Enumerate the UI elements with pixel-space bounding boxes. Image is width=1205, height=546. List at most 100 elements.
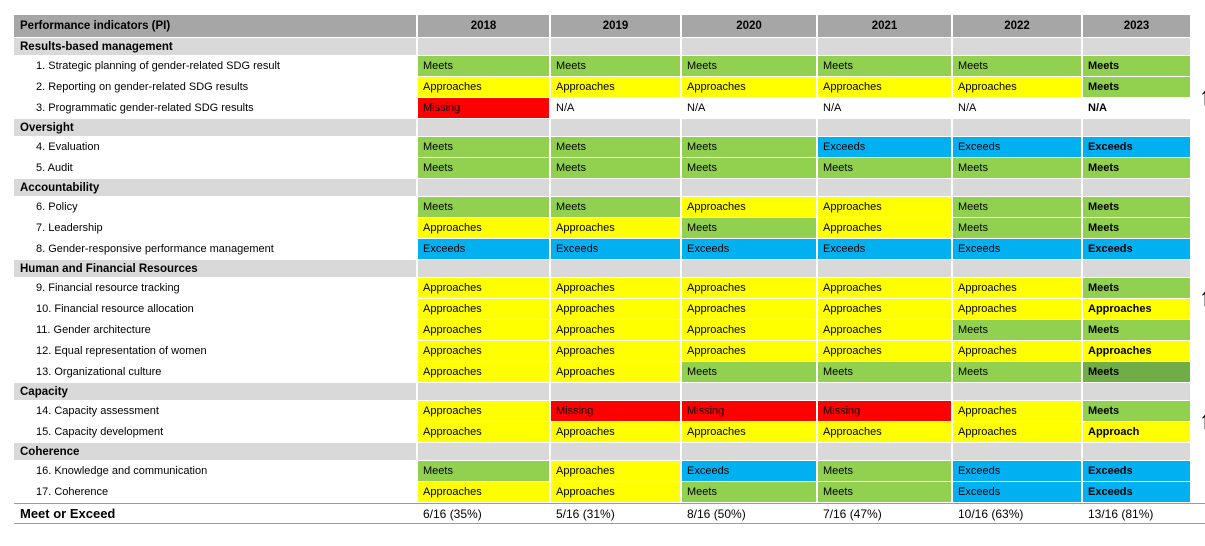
status-cell-approaches: Approaches bbox=[418, 401, 549, 421]
status-cell-exceeds: Exceeds bbox=[418, 239, 549, 259]
section-filler-cell bbox=[953, 179, 1081, 196]
column-header-year-2020: 2020 bbox=[682, 15, 816, 37]
status-cell-approaches: Approaches bbox=[682, 320, 816, 340]
row-gutter bbox=[1192, 218, 1205, 238]
indicator-row: 13. Organizational culture Approaches Appr… bbox=[14, 362, 1205, 382]
indicator-label: 11. Gender architecture bbox=[14, 320, 416, 340]
status-cell-exceeds: Exceeds bbox=[551, 239, 680, 259]
section-filler-cell bbox=[682, 179, 816, 196]
status-cell-approaches: Approaches bbox=[551, 320, 680, 340]
section-row: Coherence bbox=[14, 443, 1205, 460]
status-cell-approaches: Approaches bbox=[682, 77, 816, 97]
table-header-row: Performance indicators (PI) 2018 2019 2020… bbox=[14, 15, 1205, 37]
indicator-row: 10. Financial resource allocation Approac… bbox=[14, 299, 1205, 319]
status-cell-meets: Meets bbox=[953, 218, 1081, 238]
status-cell-meets: Meets bbox=[953, 56, 1081, 76]
section-row: Human and Financial Resources bbox=[14, 260, 1205, 277]
status-cell-meets: Meets bbox=[418, 158, 549, 178]
status-cell-exceeds: Exceeds bbox=[1083, 482, 1190, 502]
indicator-label: 2. Reporting on gender-related SDG resul… bbox=[14, 77, 416, 97]
status-cell-approaches: Approaches bbox=[418, 320, 549, 340]
section-gutter bbox=[1192, 119, 1205, 136]
indicator-row: 15. Capacity development Approaches Approa… bbox=[14, 422, 1205, 442]
status-cell-meets: Meets bbox=[551, 137, 680, 157]
status-cell-meets: Meets bbox=[818, 362, 951, 382]
status-cell-meets: Meets bbox=[418, 56, 549, 76]
section-title: Human and Financial Resources bbox=[14, 260, 416, 277]
summary-value: 8/16 (50%) bbox=[687, 506, 746, 521]
section-filler-cell bbox=[953, 383, 1081, 400]
section-filler-cell bbox=[551, 38, 680, 55]
row-gutter bbox=[1192, 461, 1205, 481]
section-filler-cell bbox=[551, 443, 680, 460]
indicator-row: 7. Leadership Approaches Approaches Meets Ap… bbox=[14, 218, 1205, 238]
indicator-label: 5. Audit bbox=[14, 158, 416, 178]
indicator-row: 11. Gender architecture Approaches Approac… bbox=[14, 320, 1205, 340]
column-header-year-2023: 2023 bbox=[1083, 15, 1190, 37]
row-gutter bbox=[1192, 239, 1205, 259]
status-cell-approaches: Approaches bbox=[818, 299, 951, 319]
indicator-label: 14. Capacity assessment bbox=[14, 401, 416, 421]
section-gutter bbox=[1192, 38, 1205, 55]
section-filler-cell bbox=[418, 260, 549, 277]
section-row: Accountability bbox=[14, 179, 1205, 196]
section-filler-cell bbox=[818, 383, 951, 400]
indicator-label: 1. Strategic planning of gender-related … bbox=[14, 56, 416, 76]
status-cell-exceeds: Exceeds bbox=[818, 137, 951, 157]
status-cell-approaches: Approaches bbox=[551, 278, 680, 298]
status-cell-meets: Meets bbox=[551, 197, 680, 217]
status-cell-approaches: Approaches bbox=[818, 218, 951, 238]
status-cell-approaches: Approaches bbox=[953, 77, 1081, 97]
status-cell-meets: Meets bbox=[953, 362, 1081, 382]
status-cell-meets: Meets bbox=[418, 137, 549, 157]
status-cell-meets: Meets bbox=[1083, 320, 1190, 340]
status-cell-approaches: Approaches bbox=[418, 362, 549, 382]
status-cell-approaches: Approaches bbox=[551, 341, 680, 361]
status-cell-approaches: Approaches bbox=[418, 482, 549, 502]
column-header-performance-indicators: Performance indicators (PI) bbox=[14, 15, 416, 37]
section-title: Coherence bbox=[14, 443, 416, 460]
status-cell-meets: Meets bbox=[953, 320, 1081, 340]
indicator-row: 3. Programmatic gender-related SDG resul… bbox=[14, 98, 1205, 118]
status-cell-meets: Meets bbox=[682, 362, 816, 382]
status-cell-meets: Meets bbox=[818, 461, 951, 481]
section-filler-cell bbox=[818, 260, 951, 277]
row-gutter bbox=[1192, 341, 1205, 361]
status-cell-meets: Meets bbox=[1083, 218, 1190, 238]
status-cell-approaches: Approaches bbox=[551, 362, 680, 382]
section-gutter bbox=[1192, 443, 1205, 460]
row-gutter: ↑ bbox=[1192, 77, 1205, 109]
status-cell-approaches: Approaches bbox=[1083, 299, 1190, 319]
indicator-label: 16. Knowledge and communication bbox=[14, 461, 416, 481]
status-cell-meets: Meets bbox=[682, 158, 816, 178]
summary-value: 6/16 (35%) bbox=[423, 506, 482, 521]
indicator-row: 14. Capacity assessment Approaches Missing… bbox=[14, 401, 1205, 433]
summary-value: 13/16 (81%) bbox=[1088, 506, 1154, 521]
indicator-row: 9. Financial resource tracking Approaches… bbox=[14, 278, 1205, 310]
status-cell-approaches: Approaches bbox=[418, 422, 549, 442]
status-cell-approaches: Approaches bbox=[1083, 341, 1190, 361]
summary-value: 7/16 (47%) bbox=[823, 506, 882, 521]
status-cell-exceeds: Exceeds bbox=[1083, 239, 1190, 259]
status-cell-approaches: Approaches bbox=[818, 77, 951, 97]
section-filler-cell bbox=[418, 38, 549, 55]
section-filler-cell bbox=[418, 119, 549, 136]
indicator-row: 2. Reporting on gender-related SDG resul… bbox=[14, 77, 1205, 109]
status-cell-meets: Meets bbox=[418, 461, 549, 481]
section-row: Capacity bbox=[14, 383, 1205, 400]
column-header-year-2018: 2018 bbox=[418, 15, 549, 37]
section-filler-cell bbox=[418, 179, 549, 196]
section-filler-cell bbox=[418, 383, 549, 400]
status-cell-na: N/A bbox=[953, 98, 1081, 118]
section-filler-cell bbox=[682, 38, 816, 55]
status-cell-approaches: Approaches bbox=[551, 461, 680, 481]
indicator-row: 4. Evaluation Meets Meets Meets Exceeds Excee… bbox=[14, 137, 1205, 157]
section-filler-cell bbox=[818, 179, 951, 196]
status-cell-approaches: Approaches bbox=[551, 482, 680, 502]
section-filler-cell bbox=[682, 119, 816, 136]
trend-up-arrow-icon: ↑ bbox=[1199, 408, 1205, 434]
indicator-row: 16. Knowledge and communication Meets Appr… bbox=[14, 461, 1205, 481]
indicator-label: 3. Programmatic gender-related SDG resul… bbox=[14, 98, 416, 118]
indicator-label: 12. Equal representation of women bbox=[14, 341, 416, 361]
